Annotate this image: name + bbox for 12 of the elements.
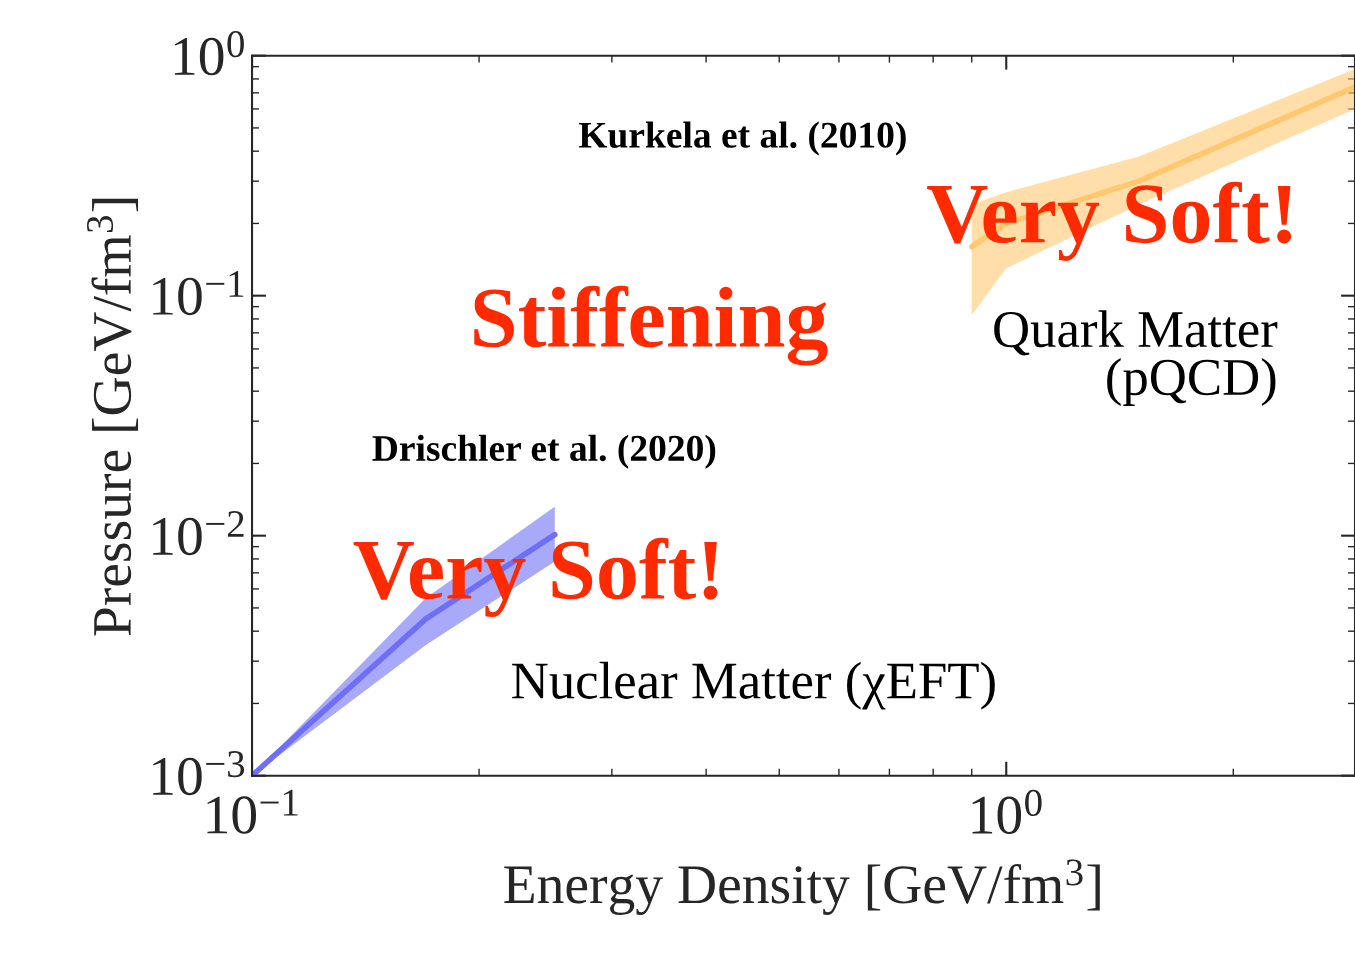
annotation: Very Soft! bbox=[927, 181, 1292, 261]
y-axis-title: Pressure [GeV/fm$^{3}$] bbox=[87, 198, 139, 636]
annotation: Kurkela et al. (2010) bbox=[578, 121, 906, 156]
x-axis-title: Energy Density [GeV/fm$^{3}$] bbox=[504, 859, 1100, 915]
annotation: Quark Matter (pQCD) bbox=[994, 310, 1278, 406]
y-tick-label: 10$^{0}$ bbox=[174, 31, 244, 76]
annotation: Drischler et al. (2020) bbox=[372, 434, 716, 469]
y-tick-label: 10$^{−2}$ bbox=[153, 511, 244, 556]
annotation: Nuclear Matter (χEFT) bbox=[512, 661, 995, 710]
annotation: Stiffening bbox=[474, 285, 828, 366]
y-tick-label: 10$^{−3}$ bbox=[153, 751, 245, 796]
y-tick-label: 10$^{−1}$ bbox=[153, 271, 244, 316]
